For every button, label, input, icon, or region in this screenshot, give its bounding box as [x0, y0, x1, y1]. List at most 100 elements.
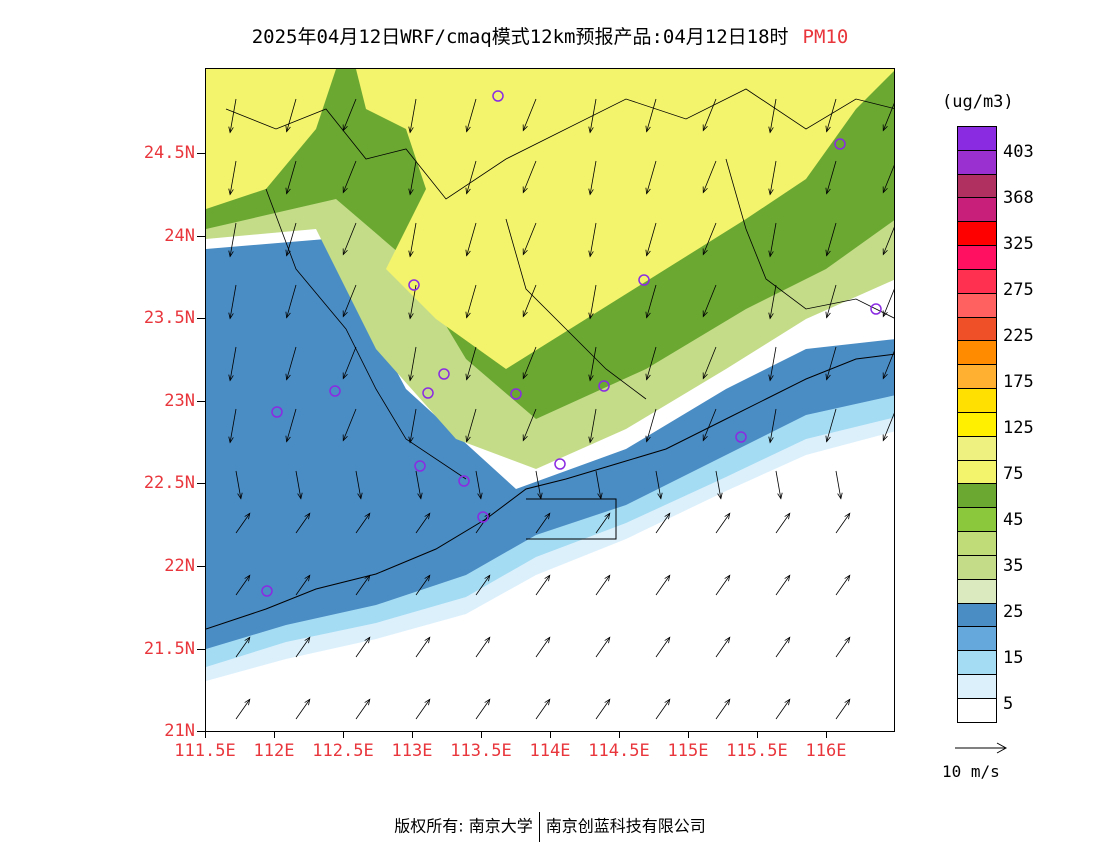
wind-vector-head	[408, 250, 414, 258]
y-tick-label: 22N	[164, 556, 195, 576]
colorbar-label: 75	[1003, 464, 1024, 484]
wind-vector	[715, 575, 731, 596]
wind-vector	[466, 160, 477, 194]
wind-vector	[522, 160, 537, 193]
wind-vector-head	[342, 372, 348, 380]
wind-vector-head	[342, 248, 348, 256]
station-marker[interactable]	[458, 475, 470, 487]
reference-vector-label: 10 m/s	[942, 762, 1000, 781]
x-tick-mark	[757, 732, 758, 738]
wind-vector	[342, 98, 357, 131]
station-marker[interactable]	[261, 585, 273, 597]
station-marker[interactable]	[438, 368, 450, 380]
wind-vector	[229, 346, 237, 381]
x-tick-label: 114E	[529, 741, 571, 761]
wind-vector	[882, 288, 894, 317]
wind-vector-head	[882, 124, 888, 132]
x-tick-mark	[550, 732, 551, 738]
colorbar-segment	[957, 531, 997, 556]
wind-vector	[835, 575, 851, 596]
wind-vector-head	[364, 574, 371, 582]
wind-vector	[342, 160, 357, 193]
station-marker[interactable]	[870, 303, 882, 315]
station-marker[interactable]	[554, 458, 566, 470]
title-main: 2025年04月12日WRF/cmaq模式12km预报产品:04月12日18时	[251, 26, 789, 48]
pm10-field-paleblue	[206, 417, 894, 681]
wind-vector-head	[717, 492, 723, 500]
wind-vector-head	[364, 636, 371, 644]
wind-vector	[589, 346, 597, 381]
x-tick-mark	[274, 732, 275, 738]
footer: 版权所有: 南京大学 南京创蓝科技有限公司	[0, 812, 1100, 842]
wind-vector-head	[424, 636, 431, 644]
wind-vector	[826, 346, 837, 380]
map-title: 2025年04月12日WRF/cmaq模式12km预报产品:04月12日18时 P…	[0, 22, 1100, 49]
x-tick-mark	[205, 732, 206, 738]
wind-vector	[229, 284, 237, 319]
wind-vector	[475, 470, 482, 499]
wind-vector	[589, 408, 597, 443]
wind-vector-head	[588, 436, 594, 444]
station-marker[interactable]	[271, 406, 283, 418]
wind-vector-head	[825, 249, 831, 257]
wind-vector	[595, 470, 602, 499]
wind-vector	[646, 222, 657, 256]
station-marker[interactable]	[638, 274, 650, 286]
station-marker[interactable]	[735, 431, 747, 443]
pm10-field-yellow	[206, 69, 894, 369]
wind-vector-head	[477, 492, 483, 500]
wind-vector	[475, 637, 491, 658]
wind-vector	[835, 513, 851, 534]
colorbar-label: 15	[1003, 648, 1024, 668]
station-marker[interactable]	[329, 385, 341, 397]
wind-vector-head	[664, 574, 671, 582]
station-marker[interactable]	[492, 90, 504, 102]
wind-vector	[295, 699, 311, 720]
wind-vector	[589, 160, 597, 195]
wind-vector	[286, 98, 297, 132]
wind-vector-head	[588, 126, 594, 134]
wind-vector	[535, 637, 551, 658]
wind-vector-head	[777, 492, 783, 500]
wind-vector-head	[664, 698, 671, 706]
colorbar	[957, 126, 997, 723]
wind-vector-head	[484, 636, 491, 644]
wind-vector-head	[285, 435, 291, 443]
station-marker[interactable]	[598, 380, 610, 392]
wind-vector	[775, 470, 782, 499]
wind-vector	[295, 637, 311, 658]
wind-vector	[522, 346, 537, 379]
station-marker[interactable]	[834, 138, 846, 150]
station-marker[interactable]	[408, 279, 420, 291]
y-tick-mark	[197, 566, 205, 567]
colorbar-segment	[957, 435, 997, 461]
wind-vector-head	[285, 311, 291, 319]
wind-vector	[769, 346, 777, 381]
wind-vector	[595, 637, 611, 658]
wind-vector-head	[465, 125, 471, 133]
wind-vector	[409, 160, 417, 195]
wind-vector	[286, 346, 297, 380]
wind-vector-head	[304, 636, 311, 644]
wind-vector-head	[645, 311, 651, 319]
colorbar-label: 325	[1003, 234, 1034, 254]
wind-vector-head	[724, 574, 731, 582]
wind-vector	[475, 699, 491, 720]
station-marker[interactable]	[422, 387, 434, 399]
x-tick-label: 113E	[391, 741, 433, 761]
wind-vector	[229, 222, 237, 257]
station-marker[interactable]	[510, 388, 522, 400]
station-marker[interactable]	[414, 460, 426, 472]
wind-vector	[826, 408, 837, 442]
wind-vector	[646, 284, 657, 318]
wind-vector	[466, 346, 477, 380]
wind-vector-head	[522, 248, 528, 256]
wind-vector-head	[784, 574, 791, 582]
wind-vector-head	[228, 436, 234, 444]
wind-vector-head	[702, 372, 708, 380]
wind-vector	[235, 575, 251, 596]
wind-vector-head	[882, 372, 888, 380]
wind-vector	[235, 699, 251, 720]
colorbar-segment	[957, 197, 997, 223]
station-marker[interactable]	[477, 511, 489, 523]
